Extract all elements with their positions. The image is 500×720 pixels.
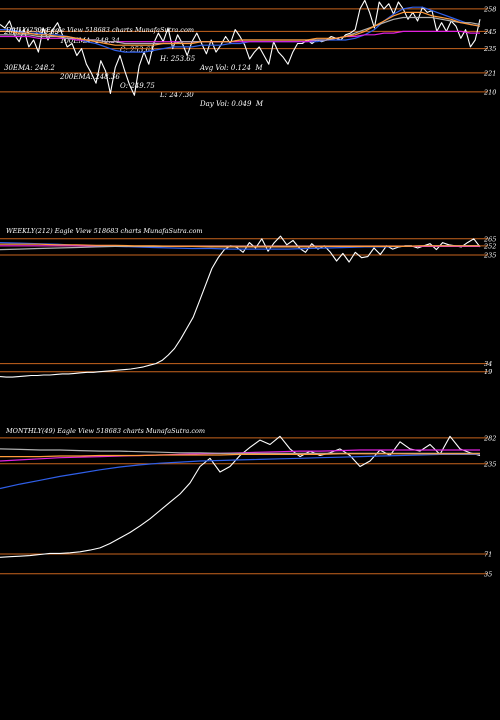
stats-row-2: 30EMA: 248.2 200EMA: 248.36 O: 249.75 L:… [4,55,263,108]
stat-high: H: 253.65 [160,55,196,63]
monthly-caption: MONTHLY(49) Eagle View 518683 charts Mun… [6,427,206,435]
stat-day-vol: Day Vol: 0.049 M [200,100,264,108]
weekly-price-line-0 [0,235,481,378]
weekly-price-label: 252 [483,242,496,250]
monthly-price-label: 71 [484,550,492,558]
weekly-caption: WEEKLY(212) Eagle View 518683 charts Mun… [6,227,203,235]
daily-price-label: 258 [483,5,496,13]
monthly-panel: 282 235 71 35 MONTHLY(49) Eagle View 518683… [0,420,500,590]
monthly-price-line-0 [0,435,481,558]
monthly-ema-line-1 [0,453,480,490]
stats-row-1: 20EMA: 248.69 100EMA: 248.34 C: 253.65 H… [4,19,263,72]
daily-price-label: 235 [483,45,496,53]
stat-open: O: 249.75 [120,82,155,90]
daily-chart: 258 245 235 221 210 [0,0,496,96]
daily-panel: 258 245 235 221 210 DAILY(250) Eagle View 51… [0,0,500,100]
weekly-price-label: 235 [483,252,496,260]
weekly-panel: 265 252 235 34 19 WEEKLY(212) Eagle View 518… [0,220,500,390]
weekly-price-label: 265 [483,235,496,243]
monthly-ema-line-4 [0,453,480,458]
monthly-chart: 282 235 71 35 [0,434,496,578]
indicator-stats: 20EMA: 248.69 100EMA: 248.34 C: 253.65 H… [4,1,263,108]
stat-avg-vol: Avg Vol: 0.124 M [200,64,263,72]
weekly-price-label: 34 [484,360,492,368]
daily-ema-line-2 [0,30,480,43]
weekly-price-label: 19 [484,368,492,376]
daily-ema-line-4 [0,11,481,46]
stat-ema30: 30EMA: 248.2 [4,64,55,72]
daily-price-line-0 [0,0,481,96]
monthly-price-label: 35 [484,570,492,578]
daily-caption: DAILY(250) Eagle View 518683 charts Muna… [6,26,195,34]
stat-ema20: 20EMA: 248.69 [4,28,60,36]
stat-ema200: 200EMA: 248.36 [60,73,120,81]
stat-ema100: 100EMA: 248.34 [60,37,120,45]
stat-low: L: 247.30 [160,91,194,99]
monthly-price-label: 235 [483,460,496,468]
stat-close: C: 253.65 [120,46,155,54]
daily-price-label: 245 [483,28,496,36]
monthly-price-label: 282 [483,434,496,442]
daily-price-label: 210 [483,88,496,96]
daily-price-label: 221 [483,69,496,77]
weekly-ema-line-4 [0,243,480,248]
